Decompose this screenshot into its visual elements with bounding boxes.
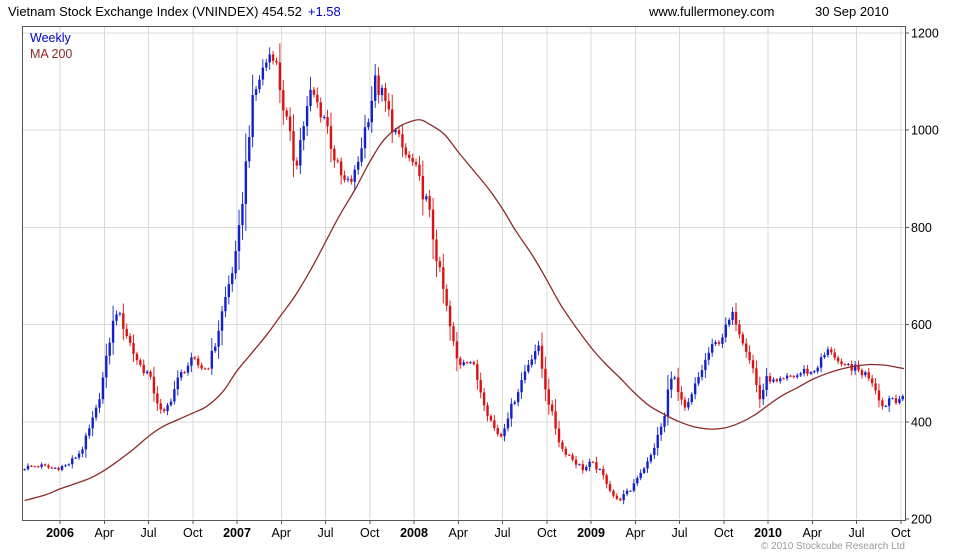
x-axis-label: 2009 <box>577 526 605 540</box>
x-axis-label: Jul <box>141 526 157 540</box>
price-change: +1.58 <box>307 4 341 19</box>
x-axis-label: 2007 <box>223 526 251 540</box>
x-axis-label: Apr <box>449 526 468 540</box>
ma-200-line <box>24 118 904 502</box>
page-title: Vietnam Stock Exchange Index (VNINDEX) 4… <box>8 4 302 19</box>
y-axis-label: 800 <box>911 221 932 235</box>
x-axis-labels: 2006 Apr Jul Oct 2007 Apr Jul Oct 2008 Apr Jul Oct 2… <box>46 526 911 540</box>
legend-ma200: MA 200 <box>30 47 73 61</box>
x-axis-label: 2010 <box>754 526 782 540</box>
x-axis-label: Oct <box>537 526 557 540</box>
x-axis-label: 2006 <box>46 526 74 540</box>
chart-legend: Weekly MA 200 <box>30 30 72 62</box>
y-axis-label: 600 <box>911 318 932 332</box>
x-axis-label: Oct <box>891 526 911 540</box>
x-axis-label: Jul <box>318 526 334 540</box>
copyright-note: © 2010 Stockcube Research Ltd <box>760 541 905 552</box>
x-axis-label: Apr <box>803 526 822 540</box>
y-axis-labels: 200 400 600 800 1000 1200 <box>911 27 939 527</box>
chart-header: Vietnam Stock Exchange Index (VNINDEX) 4… <box>8 4 341 19</box>
x-axis-label: Oct <box>714 526 734 540</box>
y-axis-label: 1200 <box>911 27 939 41</box>
x-axis-label: Jul <box>849 526 865 540</box>
x-axis-label: Oct <box>360 526 380 540</box>
x-axis-label: 2008 <box>400 526 428 540</box>
grid-lines <box>23 27 904 519</box>
website-link[interactable]: www.fullermoney.com <box>649 4 775 19</box>
candles <box>23 43 904 505</box>
x-axis-label: Apr <box>626 526 645 540</box>
y-axis-label: 200 <box>911 513 932 527</box>
x-axis-label: Apr <box>272 526 291 540</box>
y-axis-label: 400 <box>911 415 932 429</box>
plot-border <box>22 26 906 521</box>
y-axis-label: 1000 <box>911 124 939 138</box>
x-axis-label: Apr <box>95 526 114 540</box>
x-axis-label: Jul <box>495 526 511 540</box>
legend-weekly: Weekly <box>30 31 71 45</box>
axis-ticks <box>59 32 909 524</box>
x-axis-label: Jul <box>672 526 688 540</box>
date-label: 30 Sep 2010 <box>815 4 889 19</box>
x-axis-label: Oct <box>183 526 203 540</box>
